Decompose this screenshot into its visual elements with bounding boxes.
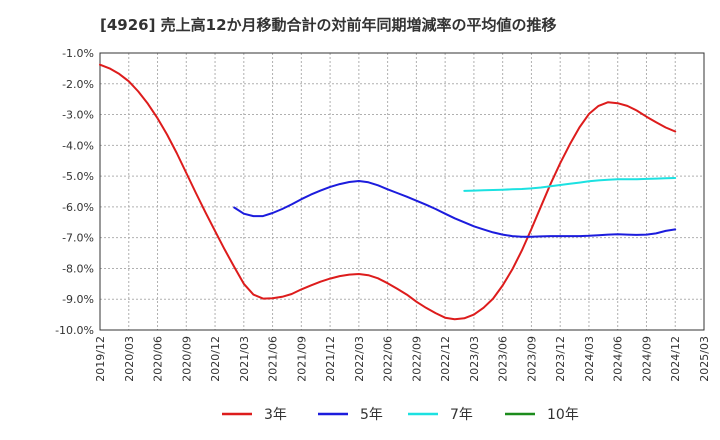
- x-tick-label: 2020/03: [123, 336, 136, 382]
- y-tick-label: -3.0%: [62, 109, 94, 122]
- series-line-3: [463, 177, 677, 192]
- x-tick-label: 2023/12: [554, 336, 567, 382]
- x-tick-label: 2024/03: [583, 336, 596, 382]
- legend-label-4: 10年: [547, 407, 579, 423]
- y-tick-label: -9.0%: [62, 293, 94, 306]
- series-line-1: [99, 63, 677, 321]
- y-tick-label: -1.0%: [62, 47, 94, 60]
- chart-title: [4926] 売上高12か月移動合計の対前年同期増減率の平均値の推移: [100, 16, 557, 34]
- x-tick-label: 2024/12: [669, 336, 682, 382]
- y-tick-label: -4.0%: [62, 139, 94, 152]
- series-layer: [99, 63, 677, 321]
- x-tick-label: 2022/12: [439, 336, 452, 382]
- x-tick-label: 2023/03: [468, 336, 481, 382]
- x-tick-label: 2022/06: [382, 336, 395, 382]
- y-axis: -1.0% -2.0% -3.0% -4.0% -5.0% -6.0% -7.0% -8.0%…: [55, 47, 94, 337]
- x-tick-label: 2021/09: [295, 336, 308, 382]
- x-tick-label: 2024/09: [640, 336, 653, 382]
- legend: 3年 5年 7年 10年: [222, 407, 579, 423]
- x-tick-label: 2022/03: [353, 336, 366, 382]
- x-tick-label: 2024/06: [612, 336, 625, 382]
- x-tick-label: 2020/09: [180, 336, 193, 382]
- x-tick-label: 2020/06: [152, 336, 165, 382]
- y-tick-label: -6.0%: [62, 201, 94, 214]
- y-tick-label: -7.0%: [62, 232, 94, 245]
- plot-frame: [99, 52, 705, 331]
- x-tick-label: 2025/03: [698, 336, 711, 382]
- x-tick-label: 2023/06: [497, 336, 510, 382]
- x-tick-label: 2022/09: [410, 336, 423, 382]
- x-tick-label: 2021/06: [267, 336, 280, 382]
- x-tick-label: 2019/12: [94, 336, 107, 382]
- x-tick-label: 2020/12: [209, 336, 222, 382]
- x-tick-label: 2023/09: [525, 336, 538, 382]
- legend-label-1: 3年: [264, 407, 287, 423]
- x-tick-label: 2021/12: [324, 336, 337, 382]
- y-tick-label: -2.0%: [62, 78, 94, 91]
- y-tick-label: -5.0%: [62, 170, 94, 183]
- series-line-2: [233, 180, 677, 238]
- legend-label-2: 5年: [360, 407, 383, 423]
- legend-label-3: 7年: [450, 407, 473, 423]
- y-tick-label: -8.0%: [62, 262, 94, 275]
- x-axis: 2019/12 2020/03 2020/06 2020/09 2020/12 2021/…: [94, 336, 711, 382]
- x-tick-label: 2021/03: [238, 336, 251, 382]
- grid-layer: [99, 52, 705, 331]
- y-tick-label: -10.0%: [55, 324, 94, 337]
